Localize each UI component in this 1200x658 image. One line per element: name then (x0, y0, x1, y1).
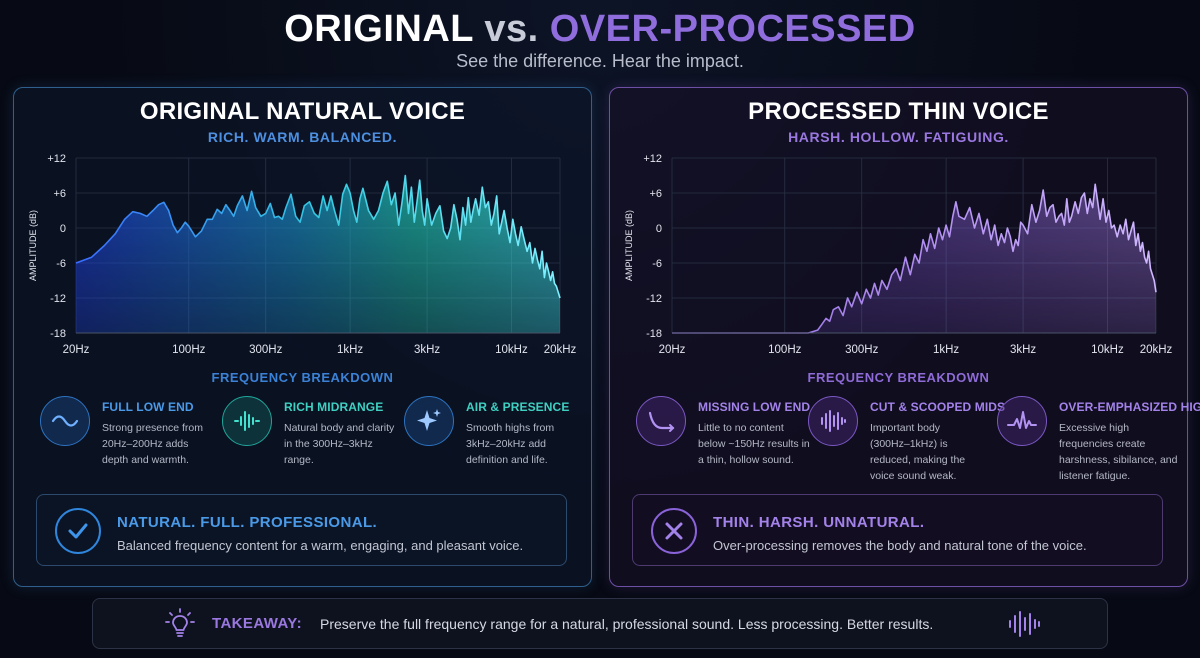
title-over-processed: OVER-PROCESSED (549, 8, 916, 50)
sparkle-icon (404, 396, 454, 446)
feature-full-low-end: FULL LOW END Strong presence from 20Hz–2… (40, 394, 215, 474)
waveform-icon (1009, 611, 1040, 637)
verdict-title: THIN. HARSH. UNNATURAL. (713, 514, 925, 531)
x-icon (651, 508, 697, 554)
processed-voice-panel: PROCESSED THIN VOICE HARSH. HOLLOW. FATI… (609, 87, 1200, 587)
y-tick-label: +6 (53, 188, 66, 200)
feature-title: AIR & PRESENCE (466, 400, 570, 414)
feature-rich-midrange: RICH MIDRANGE Natural body and clarity i… (222, 394, 397, 474)
feature-desc: Smooth highs from 3kHz–20kHz add definit… (466, 422, 555, 466)
feature-over-emphasized-highs: OVER-EMPHASIZED HIGHS Excessive high fre… (997, 394, 1200, 482)
verdict-box: THIN. HARSH. UNNATURAL. Over-processing … (632, 494, 1163, 566)
spectrum-area (76, 175, 560, 333)
y-tick-label: +6 (649, 188, 662, 200)
main-subtitle: See the difference. Hear the impact. (456, 51, 744, 71)
panel-title: PROCESSED THIN VOICE (748, 98, 1049, 125)
breakdown-title: FREQUENCY BREAKDOWN (211, 370, 394, 385)
title-vs: vs. (484, 8, 539, 50)
x-tick-label: 20kHz (544, 344, 577, 356)
panel-title: ORIGINAL NATURAL VOICE (139, 98, 466, 125)
x-tick-label: 20Hz (63, 344, 90, 356)
feature-air-presence: AIR & PRESENCE Smooth highs from 3kHz–20… (404, 394, 579, 474)
x-tick-label: 1kHz (337, 344, 363, 356)
y-tick-label: -18 (646, 328, 662, 340)
title-original: ORIGINAL (284, 8, 474, 50)
original-voice-panel: ORIGINAL NATURAL VOICE RICH. WARM. BALAN… (13, 87, 592, 587)
x-tick-label: 300Hz (249, 344, 282, 356)
waveform-icon (222, 396, 272, 446)
x-tick-label: 10kHz (1091, 344, 1124, 356)
x-tick-label: 100Hz (768, 344, 801, 356)
feature-desc: Little to no content below ~150Hz result… (698, 422, 810, 466)
x-tick-label: 3kHz (414, 344, 440, 356)
feature-title: CUT & SCOOPED MIDS (870, 400, 1006, 414)
x-tick-label: 20Hz (659, 344, 686, 356)
processed-spectrum-chart: +12 +6 0 -6 -12 -18 20Hz 100Hz 300Hz 1kHz 3kHz 10kH… (624, 153, 1173, 356)
y-tick-label: -18 (50, 328, 66, 340)
x-tick-label: 300Hz (845, 344, 878, 356)
y-axis-label: AMPLITUDE (dB) (28, 210, 38, 281)
y-tick-label: +12 (47, 153, 66, 165)
feature-desc: Excessive high frequencies create harshn… (1059, 422, 1178, 482)
verdict-box: NATURAL. FULL. PROFESSIONAL. Balanced fr… (36, 494, 567, 566)
x-tick-label: 3kHz (1010, 344, 1036, 356)
wave-icon (40, 396, 90, 446)
feature-missing-low-end: MISSING LOW END Little to no content bel… (636, 394, 811, 474)
y-tick-label: -12 (50, 293, 66, 305)
verdict-desc: Balanced frequency content for a warm, e… (117, 538, 524, 553)
y-tick-label: +12 (643, 153, 662, 165)
y-tick-label: -6 (652, 258, 662, 270)
takeaway-text: Preserve the full frequency range for a … (320, 616, 934, 632)
y-tick-label: -12 (646, 293, 662, 305)
y-axis-label: AMPLITUDE (dB) (624, 210, 634, 281)
verdict-desc: Over-processing removes the body and nat… (713, 538, 1087, 553)
feature-desc: Natural body and clarity in the 300Hz–3k… (284, 422, 395, 466)
feature-cut-scooped-mids: CUT & SCOOPED MIDS Important body (300Hz… (808, 394, 1005, 482)
spectrum-line (75, 174, 561, 299)
y-tick-label: 0 (656, 223, 662, 235)
main-title: ORIGINAL vs. OVER-PROCESSED (0, 6, 1200, 52)
spectrum-line (672, 183, 1157, 334)
breakdown-title: FREQUENCY BREAKDOWN (807, 370, 990, 385)
x-tick-label: 10kHz (495, 344, 528, 356)
spike-wave-icon (997, 396, 1047, 446)
lightbulb-icon (165, 608, 195, 637)
y-tick-label: -6 (56, 258, 66, 270)
check-icon (55, 508, 101, 554)
rolloff-curve-icon (636, 396, 686, 446)
feature-desc: Important body (300Hz–1kHz) is reduced, … (870, 422, 966, 482)
x-tick-label: 100Hz (172, 344, 205, 356)
x-tick-label: 1kHz (933, 344, 959, 356)
feature-title: FULL LOW END (102, 400, 194, 414)
feature-title: OVER-EMPHASIZED HIGHS (1059, 400, 1200, 414)
takeaway-banner: TAKEAWAY: Preserve the full frequency ra… (92, 598, 1108, 649)
y-tick-label: 0 (60, 223, 66, 235)
feature-title: MISSING LOW END (698, 400, 811, 414)
verdict-title: NATURAL. FULL. PROFESSIONAL. (117, 514, 378, 531)
panel-tagline: HARSH. HOLLOW. FATIGUING. (788, 129, 1009, 145)
feature-desc: Strong presence from 20Hz–200Hz adds dep… (102, 422, 203, 466)
takeaway-label: TAKEAWAY: (212, 615, 302, 632)
feature-title: RICH MIDRANGE (284, 400, 384, 414)
original-spectrum-chart: +12 +6 0 -6 -12 -18 20Hz 100Hz 300Hz 1kHz 3kHz 10kH… (28, 153, 577, 356)
panel-tagline: RICH. WARM. BALANCED. (207, 129, 398, 145)
waveform-icon (808, 396, 858, 446)
x-tick-label: 20kHz (1140, 344, 1173, 356)
